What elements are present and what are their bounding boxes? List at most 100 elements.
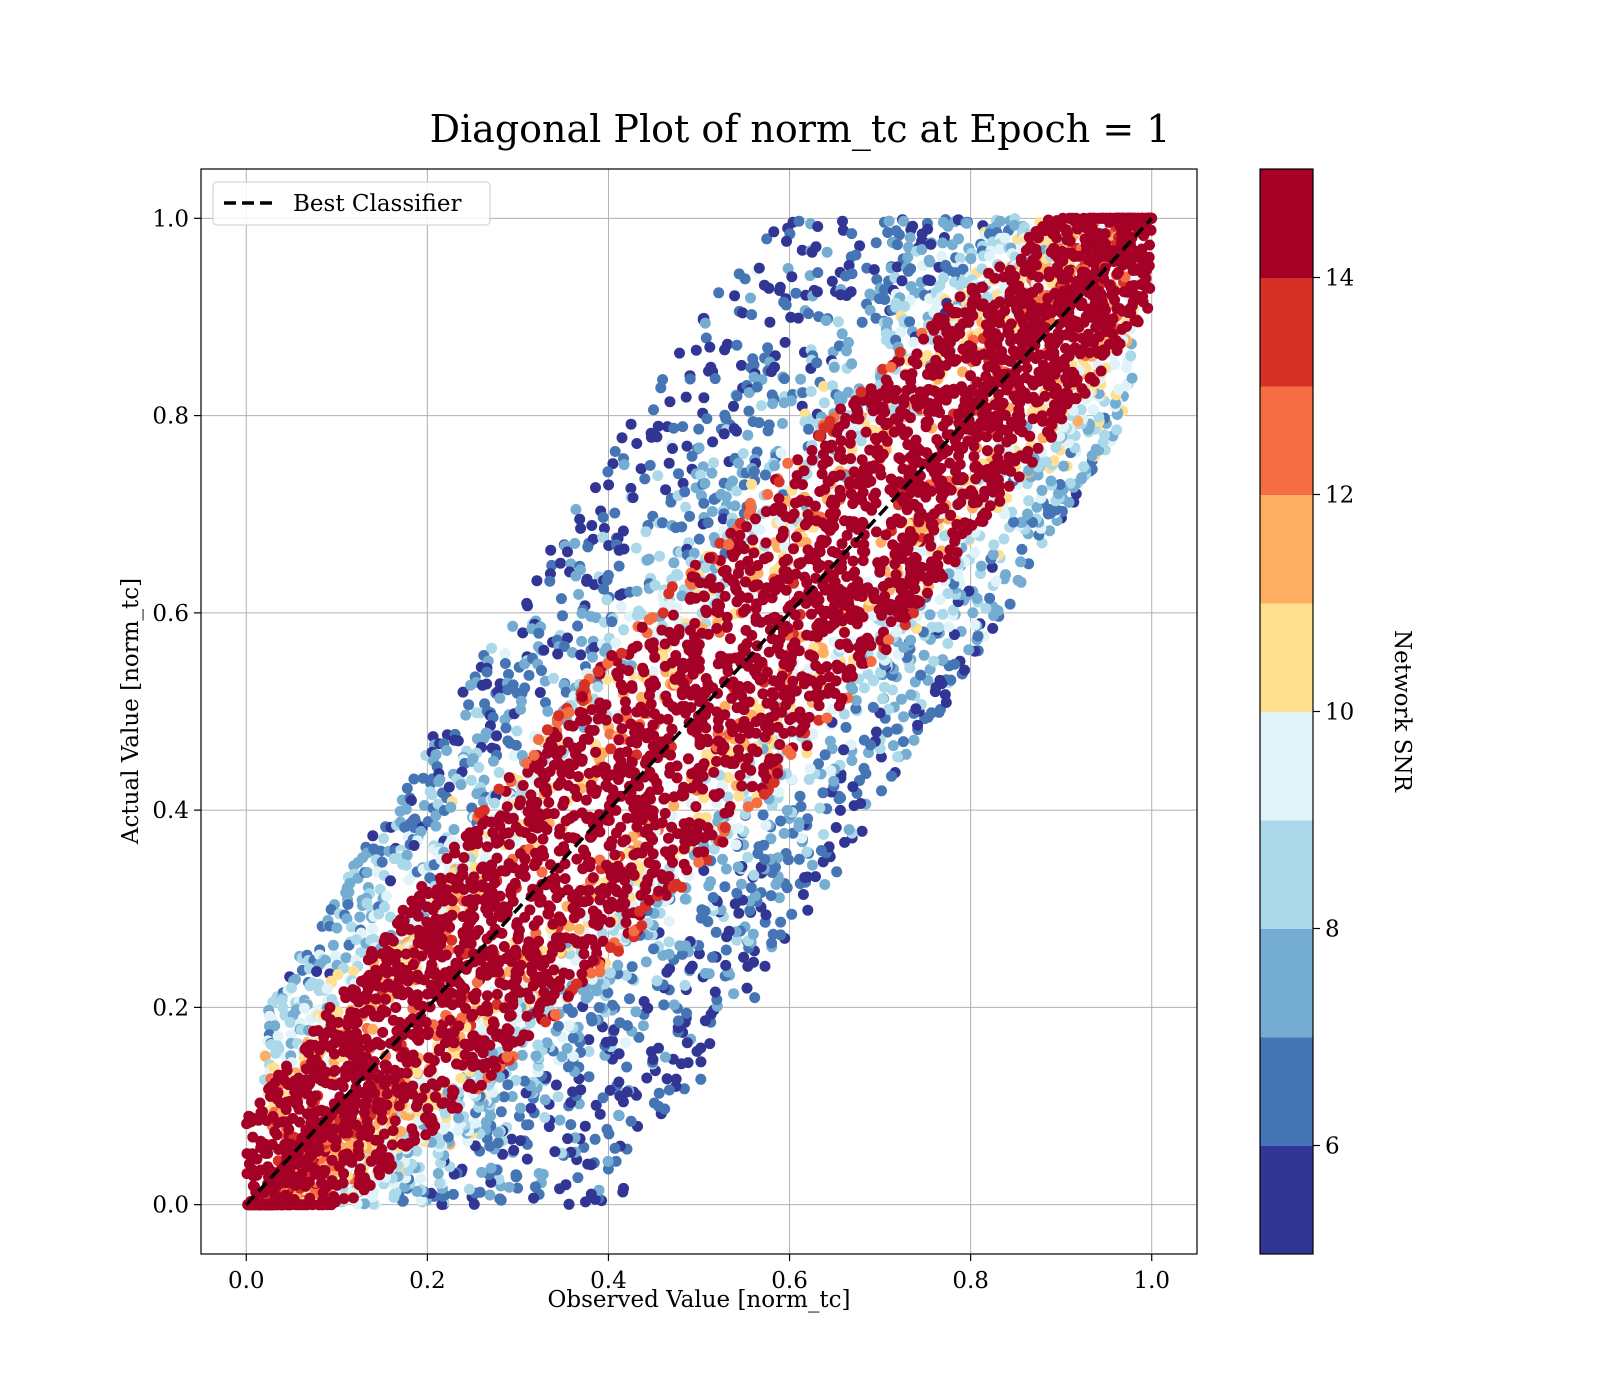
data-point <box>898 711 909 723</box>
data-point <box>845 286 857 298</box>
data-point <box>639 473 651 485</box>
data-point <box>915 669 927 681</box>
data-point <box>870 726 882 738</box>
data-point <box>469 1117 481 1129</box>
data-point <box>936 250 948 262</box>
data-point <box>565 1119 577 1131</box>
data-point-high-snr <box>726 692 738 704</box>
data-point <box>864 304 876 316</box>
data-point <box>331 922 343 934</box>
data-point <box>753 841 765 853</box>
data-point <box>875 751 887 763</box>
data-point <box>566 647 578 658</box>
data-point <box>562 1002 574 1014</box>
data-point <box>321 983 333 995</box>
data-point <box>327 939 339 951</box>
data-point <box>298 1002 310 1014</box>
data-point <box>478 733 490 745</box>
data-point <box>510 1169 522 1181</box>
data-point <box>381 890 393 902</box>
data-point <box>575 649 587 661</box>
data-point <box>745 292 756 304</box>
scatter-points <box>241 212 1158 1211</box>
data-point <box>609 446 621 457</box>
data-point <box>695 1056 707 1068</box>
data-point <box>594 1108 606 1120</box>
data-point <box>838 744 850 756</box>
data-point <box>457 686 469 698</box>
data-point <box>620 969 632 981</box>
data-point <box>957 263 969 275</box>
data-point <box>652 470 664 482</box>
data-point <box>1125 350 1137 362</box>
data-point <box>748 869 760 881</box>
data-point <box>549 1146 561 1158</box>
data-point-high-snr <box>806 445 818 456</box>
data-point <box>658 999 670 1011</box>
data-point <box>661 1073 673 1085</box>
data-point <box>460 709 472 721</box>
data-point <box>555 593 567 605</box>
data-point <box>965 253 977 265</box>
data-point <box>912 719 924 731</box>
data-point <box>668 422 680 434</box>
data-point <box>742 960 754 972</box>
data-point <box>987 549 999 561</box>
data-point <box>733 457 744 469</box>
data-point <box>796 244 808 256</box>
data-point <box>729 500 741 512</box>
data-point <box>765 366 777 378</box>
data-point <box>624 993 635 1005</box>
data-point <box>802 308 814 320</box>
data-point <box>665 496 677 508</box>
data-point <box>585 1188 597 1200</box>
data-point <box>613 560 625 572</box>
data-point <box>848 800 860 812</box>
data-point <box>652 420 664 432</box>
data-point <box>802 904 814 916</box>
data-point <box>858 682 870 694</box>
data-point <box>818 397 830 409</box>
data-point <box>346 921 357 933</box>
data-point <box>903 241 914 253</box>
data-point <box>729 898 741 910</box>
data-point <box>928 655 940 667</box>
data-point <box>1113 383 1125 395</box>
data-point <box>615 600 627 612</box>
data-point <box>607 458 619 470</box>
data-point <box>583 1071 595 1083</box>
data-point <box>485 1162 497 1174</box>
data-point <box>616 432 628 444</box>
data-point <box>570 570 582 582</box>
data-point <box>1008 516 1020 528</box>
data-point <box>942 588 954 600</box>
data-point <box>455 1072 467 1084</box>
data-point <box>679 486 691 498</box>
data-point <box>529 1181 541 1193</box>
data-point <box>796 832 808 844</box>
data-point <box>510 739 522 751</box>
data-point <box>806 859 818 871</box>
data-point <box>373 908 385 920</box>
data-point <box>573 588 585 600</box>
data-point <box>882 726 893 738</box>
data-point <box>558 641 570 652</box>
data-point <box>904 232 916 243</box>
data-point <box>814 802 826 814</box>
data-point-high-snr <box>681 864 693 876</box>
data-point <box>707 436 719 448</box>
data-point <box>539 1094 551 1106</box>
data-point <box>972 630 984 642</box>
data-point <box>746 309 758 321</box>
data-point <box>618 543 630 555</box>
data-point <box>802 813 814 825</box>
data-point <box>625 482 637 494</box>
data-point <box>678 1083 690 1095</box>
data-point <box>657 949 669 961</box>
data-point <box>663 936 675 948</box>
data-point <box>663 915 675 927</box>
data-point <box>588 642 600 653</box>
data-point <box>498 1091 510 1103</box>
data-point <box>728 400 739 412</box>
data-point <box>618 624 630 636</box>
